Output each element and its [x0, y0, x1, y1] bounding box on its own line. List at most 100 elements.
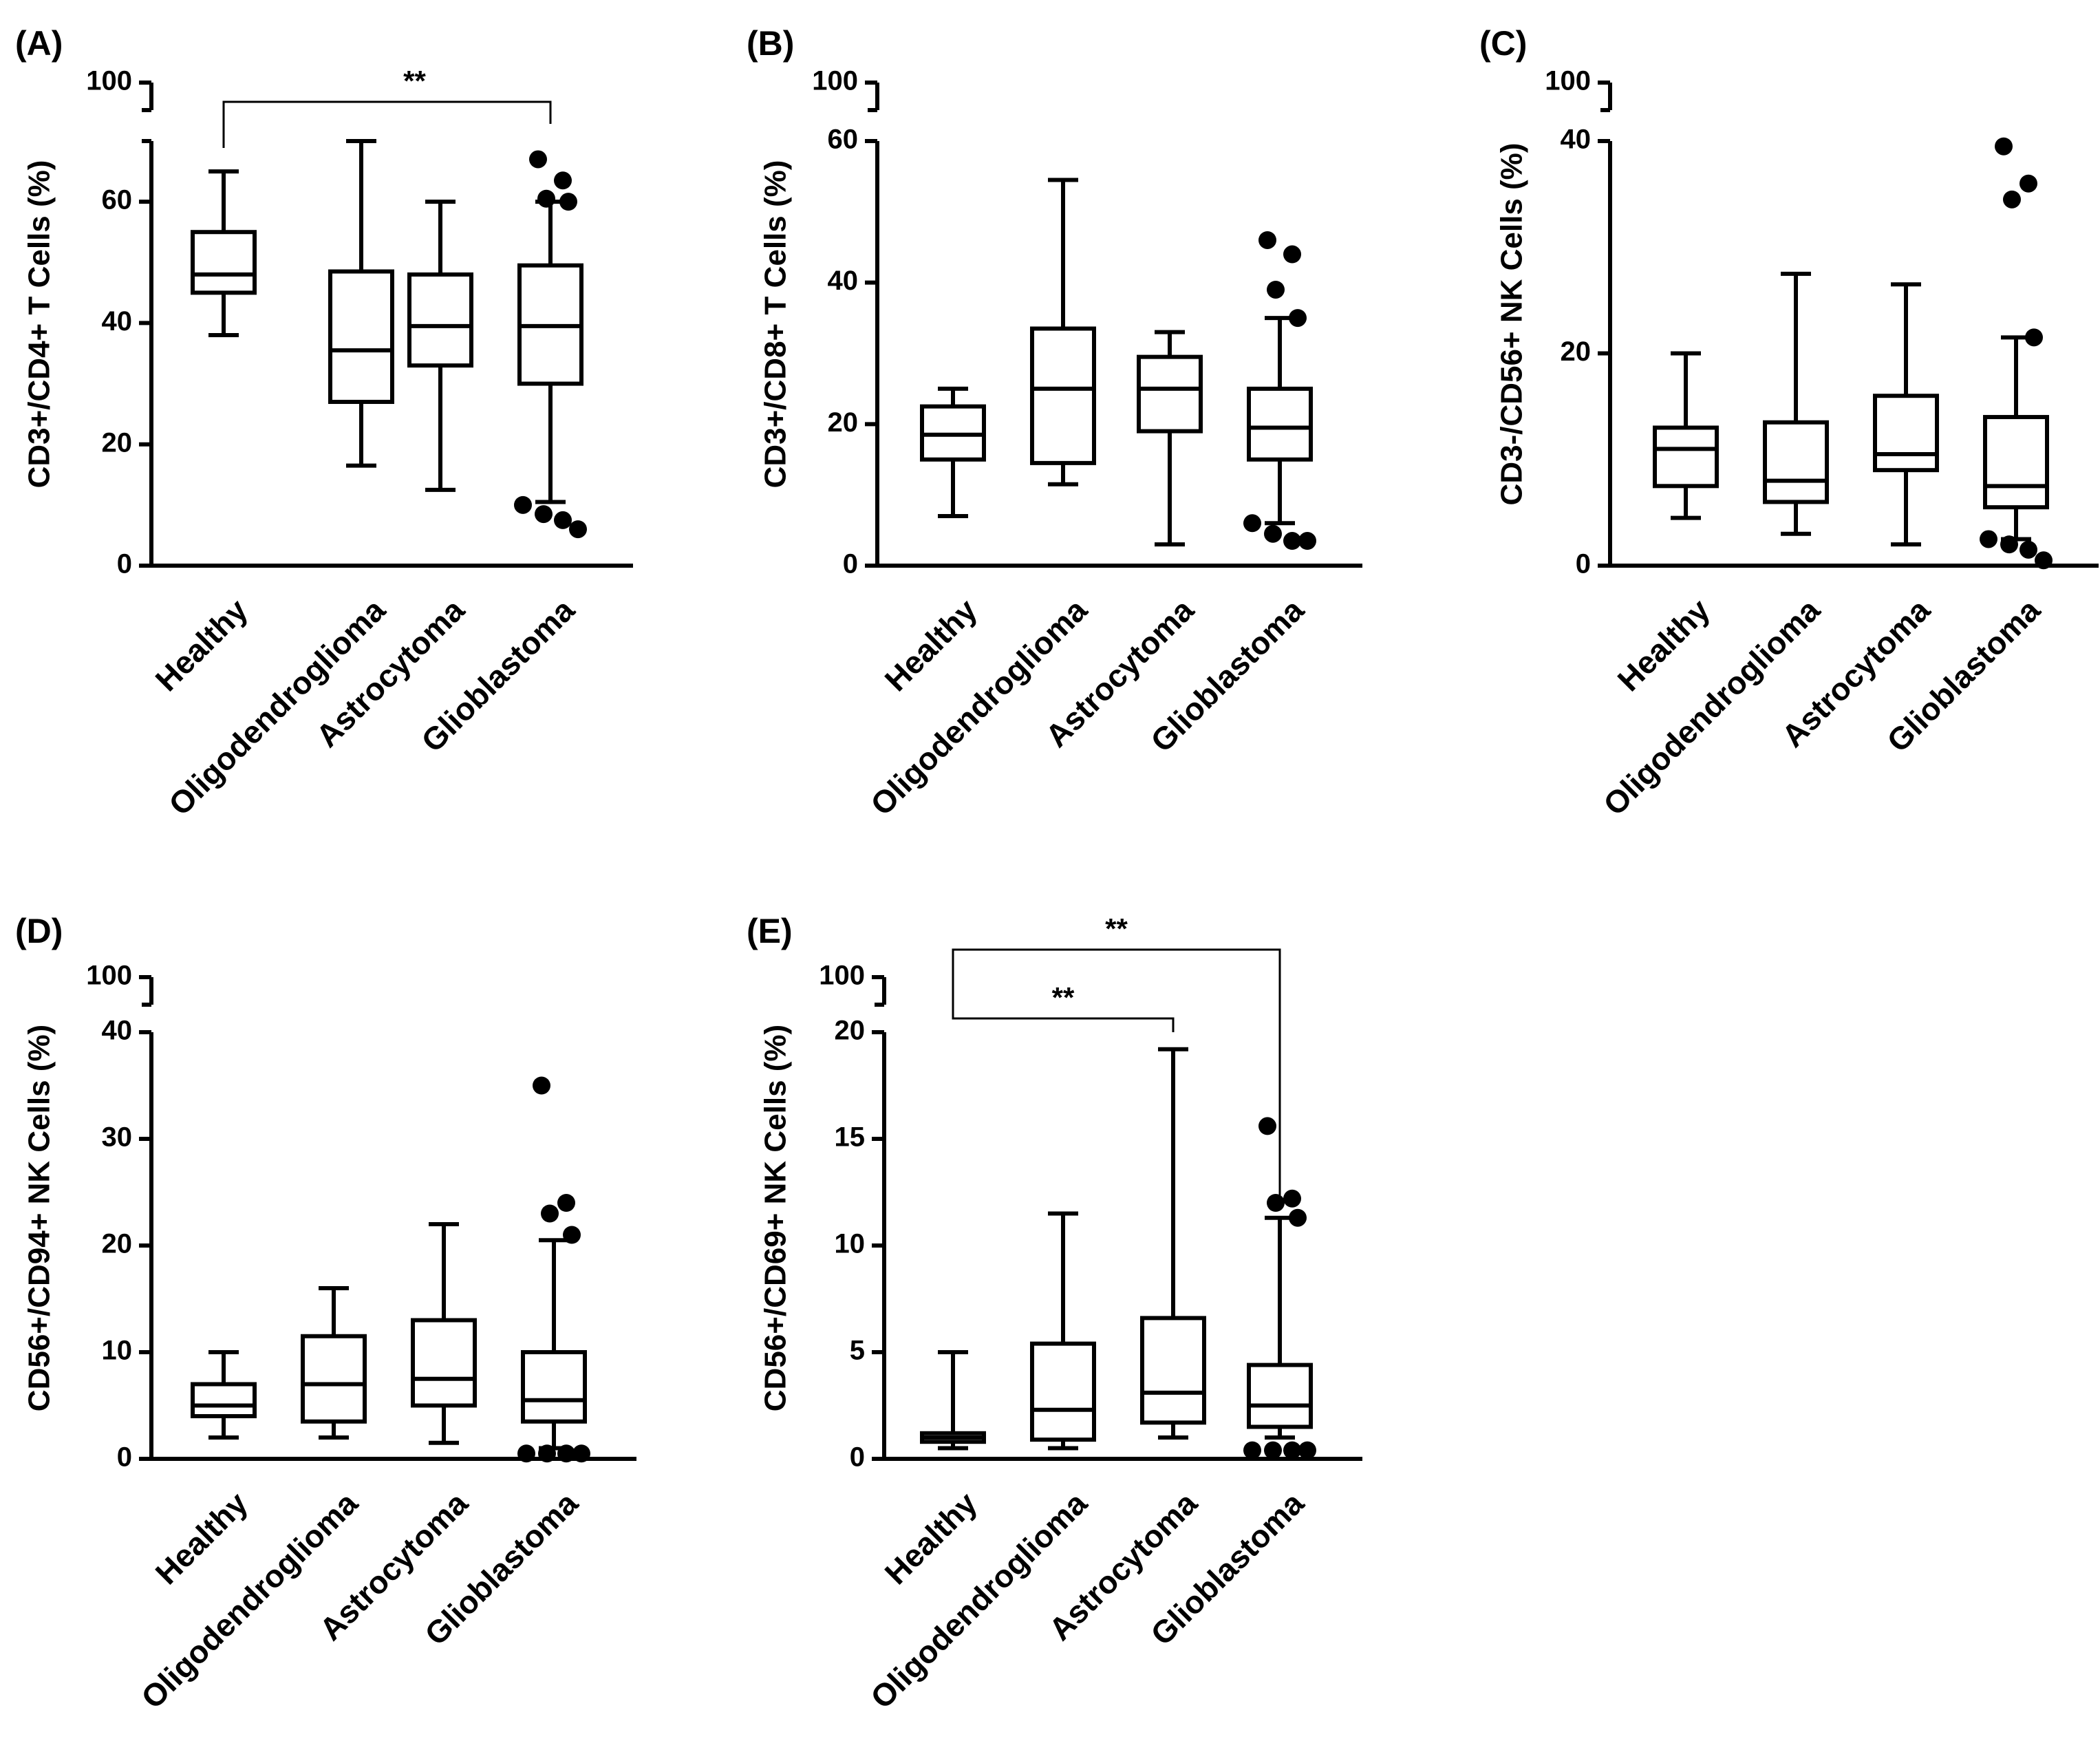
outlier-point: [1289, 1208, 1307, 1227]
outlier-point: [554, 511, 572, 529]
box-oligodendroglioma: [1763, 271, 1829, 536]
y-tick-label: 100: [86, 961, 132, 991]
outlier-point: [529, 150, 547, 169]
x-category-label: Healthy: [149, 1485, 255, 1592]
outlier-point: [2003, 190, 2021, 209]
outlier-point: [1264, 1441, 1282, 1460]
panel-label: (E): [747, 912, 793, 950]
y-tick-label: 20: [828, 407, 859, 438]
significance-label: **: [403, 65, 426, 97]
box-iqr: [521, 1350, 587, 1424]
y-tick-label: 60: [102, 185, 133, 215]
y-tick-label: 40: [102, 306, 133, 336]
panel-c: (C) CD3-/CD56+ NK Cells (%) 100 0 20 40 Health…: [1479, 24, 2099, 822]
outlier-point: [1258, 231, 1276, 249]
y-tick-label: 0: [1576, 549, 1591, 579]
y-axis-label: CD56+/CD94+ NK Cells (%): [23, 1025, 56, 1411]
outlier-point: [557, 1194, 575, 1212]
outlier-point: [1264, 524, 1282, 543]
y-axis-label: CD3-/CD56+ NK Cells (%): [1495, 143, 1529, 506]
box-iqr: [191, 1382, 257, 1418]
bracket-line: [222, 100, 552, 148]
panel-e: (E) CD56+/CD69+ NK Cells (%) 100 0 5 10 15 20 He…: [747, 912, 1362, 1716]
significance-label: **: [1052, 981, 1075, 1014]
box-iqr: [1030, 1341, 1096, 1442]
box-iqr: [1140, 1316, 1206, 1425]
outlier-point: [1298, 1441, 1316, 1460]
outlier-point: [2000, 535, 2018, 554]
y-axis-label: CD3+/CD4+ T Cells (%): [23, 160, 56, 489]
y-axis-label: CD56+/CD69+ NK Cells (%): [759, 1025, 793, 1411]
outlier-point: [1267, 280, 1285, 299]
y-tick-label: 5: [850, 1336, 865, 1366]
box-glioblastoma: [1243, 1117, 1316, 1460]
outlier-point: [554, 171, 572, 190]
y-tick-label: 10: [102, 1336, 133, 1366]
box-iqr: [1247, 386, 1313, 462]
outlier-point: [1267, 1194, 1285, 1212]
outlier-point: [1298, 532, 1316, 551]
outlier-point: [1289, 309, 1307, 328]
box-iqr: [328, 269, 394, 405]
panel-label: (B): [747, 24, 794, 63]
outlier-point: [533, 1076, 550, 1095]
outlier-point: [563, 1226, 581, 1244]
box-astrocytoma: [1873, 282, 1939, 547]
box-iqr: [407, 272, 473, 368]
box-oligodendroglioma: [301, 1286, 367, 1440]
box-iqr: [411, 1318, 477, 1408]
box-iqr: [1763, 420, 1829, 504]
y-tick-label: 100: [819, 961, 865, 991]
x-category-label: Healthy: [149, 592, 255, 698]
y-tick-label: 20: [1561, 336, 1592, 367]
box-astrocytoma: [1140, 1047, 1206, 1440]
outlier-point: [1980, 530, 1997, 548]
box-oligodendroglioma: [328, 139, 394, 468]
y-tick-label: 30: [102, 1122, 133, 1153]
box-astrocytoma: [411, 1222, 477, 1445]
box-iqr: [191, 230, 257, 295]
box-healthy: [920, 386, 986, 519]
bracket-line: [952, 998, 1175, 1032]
box-healthy: [920, 1350, 986, 1451]
outlier-point: [517, 1444, 535, 1463]
outlier-point: [537, 189, 555, 208]
significance-bracket: **: [952, 912, 1281, 1201]
x-category-label: Oligodendroglioma: [1596, 592, 1827, 822]
panel-label: (D): [15, 912, 63, 950]
panel-b: (B) CD3+/CD8+ T Cells (%) 100 0 20 40 60 Health…: [747, 24, 1362, 822]
panel-label: (C): [1479, 24, 1527, 63]
outlier-point: [1283, 1189, 1301, 1208]
box-iqr: [1983, 415, 2049, 510]
outlier-point: [1243, 514, 1261, 533]
outlier-point: [514, 495, 532, 514]
significance-bracket: **: [222, 65, 552, 148]
x-category-label: Oligodendroglioma: [134, 1485, 365, 1716]
y-axis-label: CD3+/CD8+ T Cells (%): [759, 160, 793, 489]
box-healthy: [191, 169, 257, 338]
y-tick-label: 100: [812, 66, 858, 96]
outlier-point: [1258, 1117, 1276, 1135]
box-astrocytoma: [407, 200, 473, 492]
outlier-point: [1995, 137, 2013, 156]
outlier-point: [2025, 328, 2043, 347]
panel-a: (A) CD3+/CD4+ T Cells (%) 100 0 20 40 60 Health…: [15, 24, 633, 822]
y-tick-label: 60: [828, 125, 859, 155]
outlier-point: [557, 1444, 575, 1463]
y-tick-label: 40: [828, 266, 859, 296]
y-tick-label: 15: [835, 1122, 866, 1153]
box-iqr: [1030, 326, 1096, 465]
y-tick-label: 40: [1561, 125, 1592, 155]
outlier-point: [538, 1444, 556, 1463]
box-iqr: [1247, 1363, 1313, 1429]
outlier-point: [1283, 1441, 1301, 1460]
y-tick-label: 0: [117, 1442, 132, 1473]
box-glioblastoma: [1980, 137, 2053, 570]
y-tick-label: 0: [117, 549, 132, 579]
panel-d: (D) CD56+/CD94+ NK Cells (%) 100 0 10 20 30 40 H…: [15, 912, 636, 1716]
outlier-point: [1283, 532, 1301, 551]
y-tick-label: 20: [835, 1016, 866, 1046]
outlier-point: [541, 1204, 559, 1223]
significance-bracket: **: [952, 981, 1175, 1032]
y-tick-label: 40: [102, 1016, 133, 1046]
